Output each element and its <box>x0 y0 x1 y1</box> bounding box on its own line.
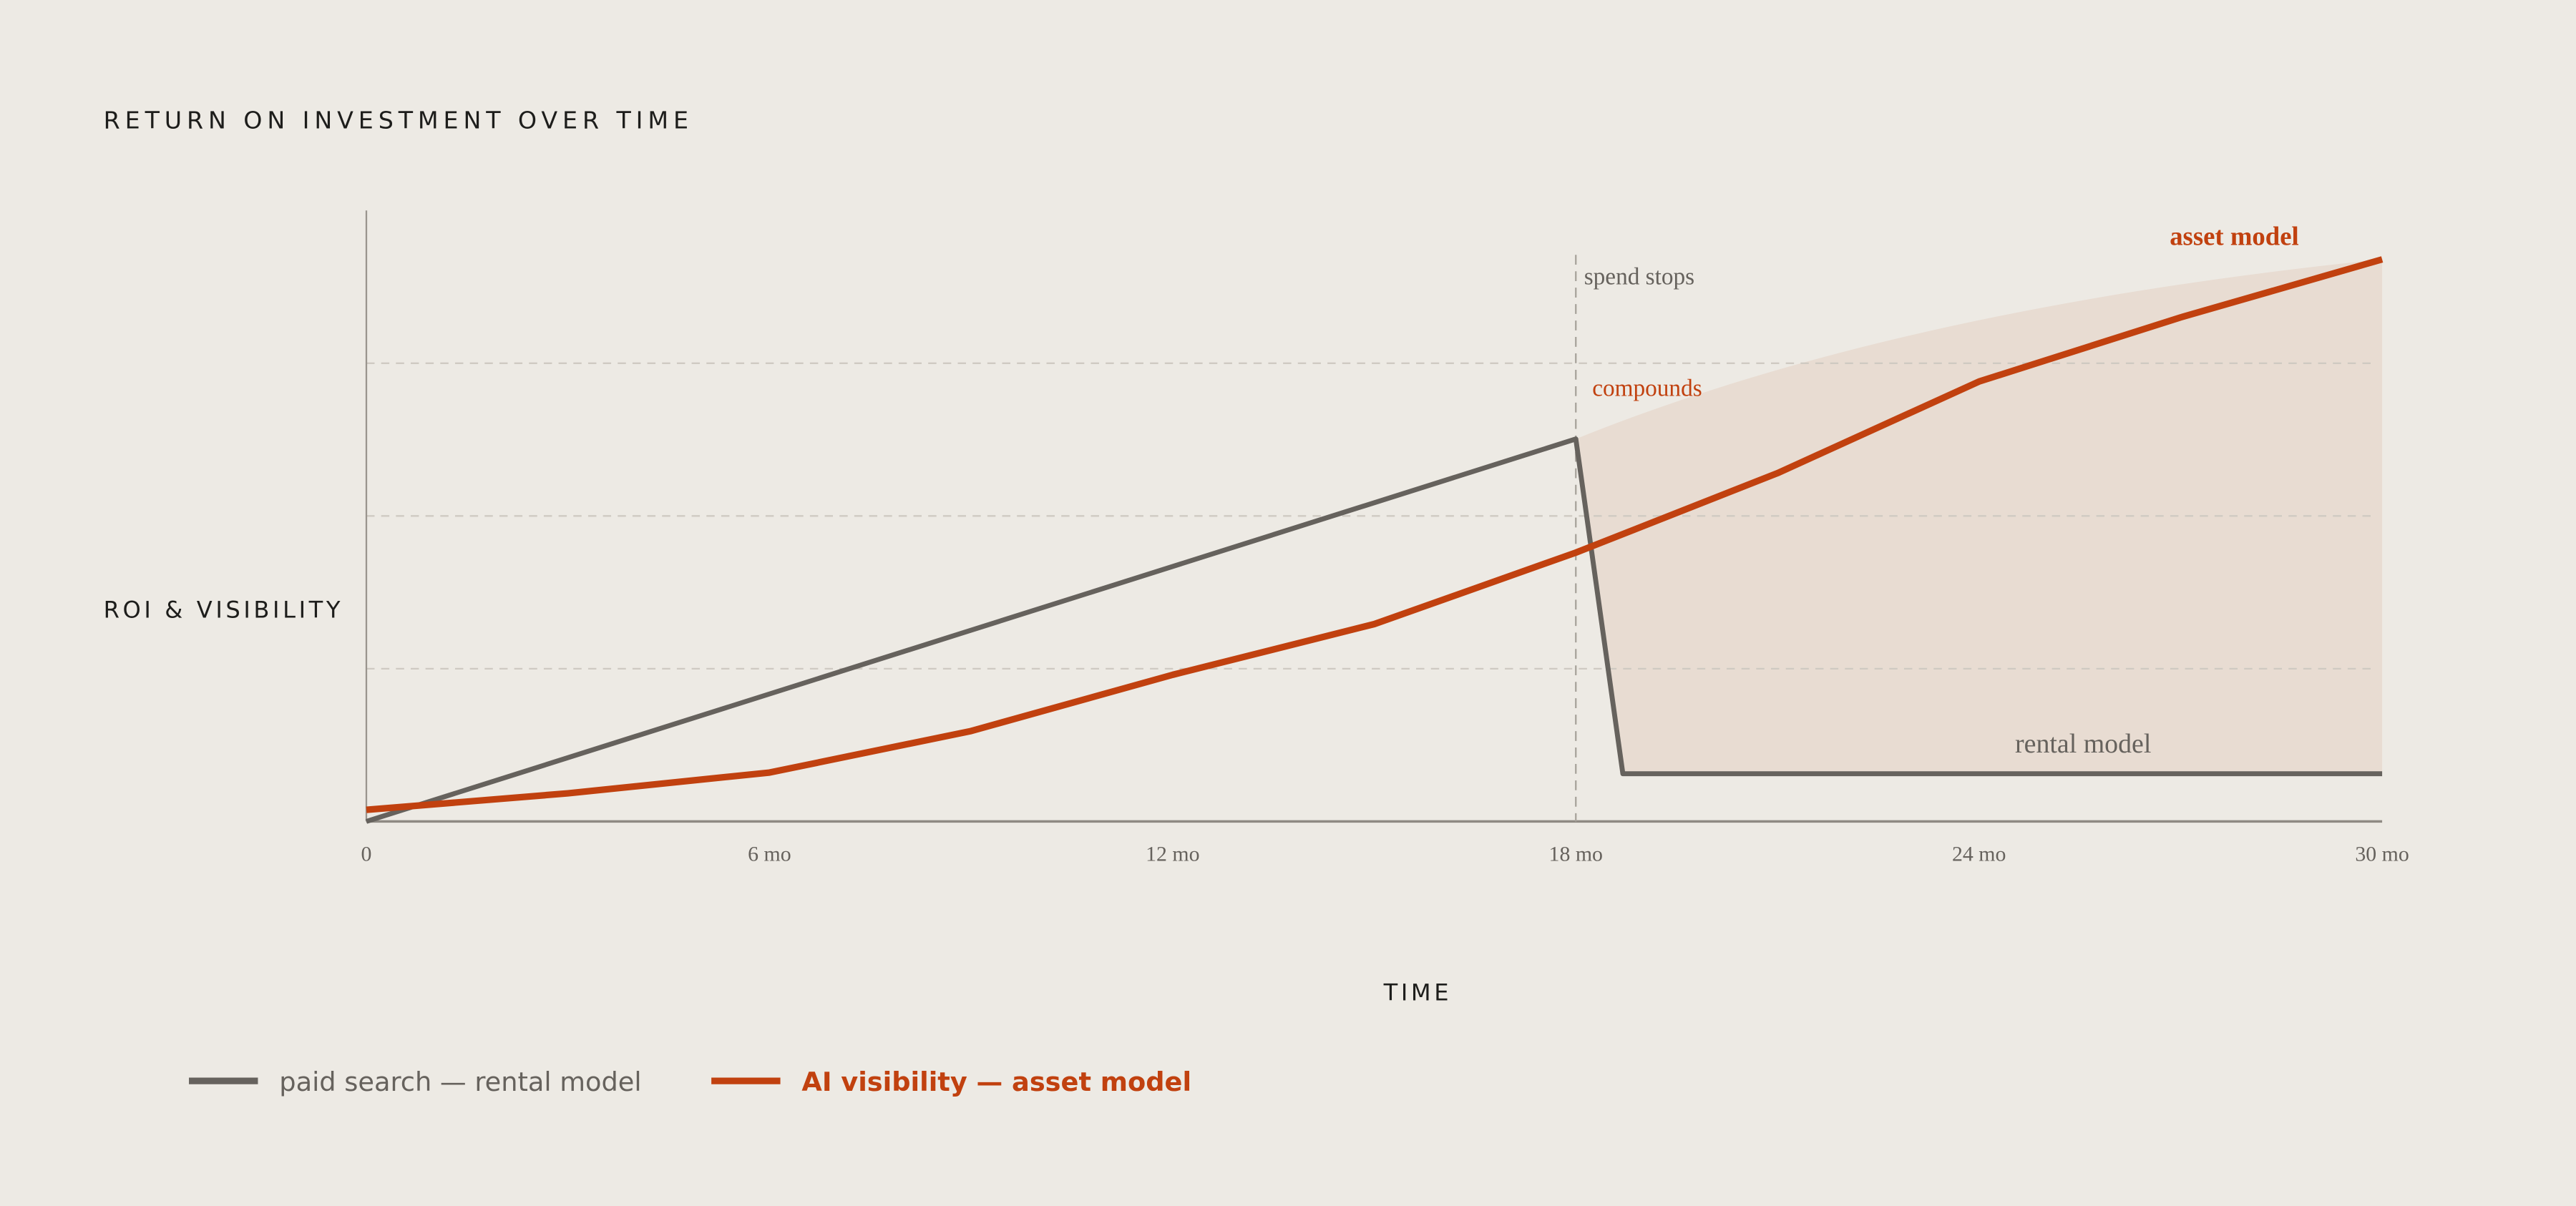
legend-label: paid search — rental model <box>279 1067 641 1097</box>
x-axis-label: TIME <box>1383 979 1452 1006</box>
legend: paid search — rental model AI visibility … <box>189 1067 1191 1097</box>
legend-label: AI visibility — asset model <box>801 1067 1191 1097</box>
x-tick-label: 18 mo <box>1549 842 1603 866</box>
annotation: compounds <box>1592 376 1702 402</box>
plot-area: 0 6 mo 12 mo 18 mo 24 mo 30 mo spend stops comp… <box>361 210 2409 866</box>
x-tick-label: 12 mo <box>1146 842 1199 866</box>
y-axis-label: ROI & VISIBILITY <box>104 597 343 624</box>
x-tick-label: 30 mo <box>2355 842 2409 866</box>
chart-title: RETURN ON INVESTMENT OVER TIME <box>104 106 693 134</box>
annotation: spend stops <box>1584 264 1694 290</box>
series-label: asset model <box>2170 221 2299 250</box>
series-line <box>366 256 2384 813</box>
x-tick-label: 6 mo <box>748 842 791 866</box>
x-tick-label: 24 mo <box>1952 842 2006 866</box>
series-line <box>365 436 2383 824</box>
x-tick-label: 0 <box>361 842 372 866</box>
series-label: rental model <box>2015 729 2151 759</box>
